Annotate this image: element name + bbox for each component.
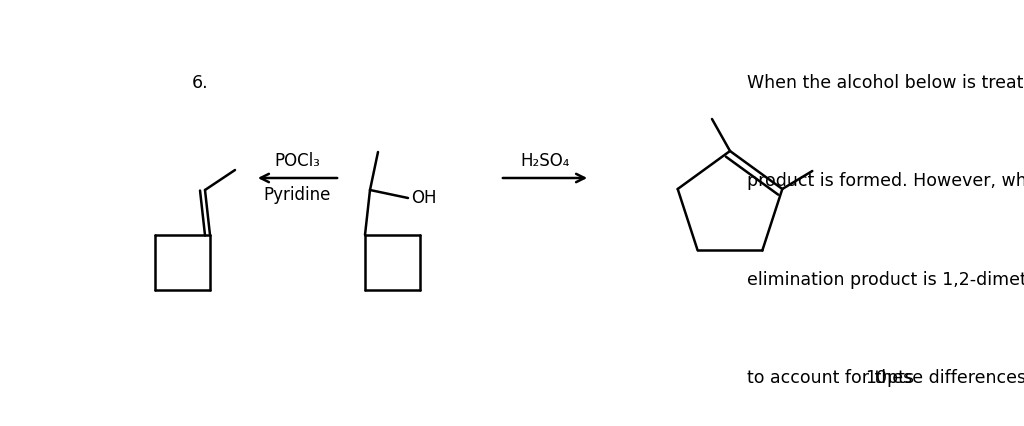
Text: to account for these differences.: to account for these differences.: [748, 369, 1024, 387]
Text: POCl₃: POCl₃: [274, 152, 321, 170]
Text: 6.: 6.: [191, 74, 208, 92]
Text: Pyridine: Pyridine: [264, 186, 331, 204]
Text: product is formed. However, when the same alcohol is treated with H₂SO₄, the: product is formed. However, when the sam…: [748, 173, 1024, 190]
Text: 10pts: 10pts: [864, 369, 913, 387]
Text: OH: OH: [411, 189, 436, 207]
Text: H₂SO₄: H₂SO₄: [520, 152, 569, 170]
Text: elimination product is 1,2-dimethylcyclopentene. Propose a mechanism for each pa: elimination product is 1,2-dimethylcyclo…: [748, 271, 1024, 289]
Text: When the alcohol below is treated with POCl₃ and pyridine, the expected eliminat: When the alcohol below is treated with P…: [748, 74, 1024, 92]
